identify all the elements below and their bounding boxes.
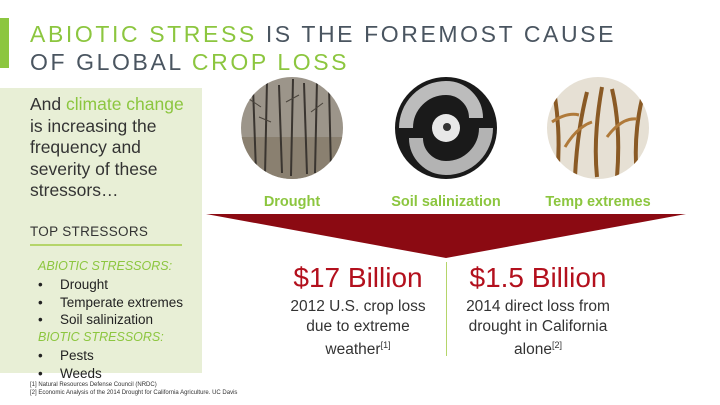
intro-highlight: climate change xyxy=(66,94,184,114)
stat-desc-line: 2014 direct loss from xyxy=(466,298,610,315)
image-caption: Soil salinization xyxy=(391,194,501,210)
title-highlight-2: CROP LOSS xyxy=(191,49,350,75)
stat-desc-line: 2012 U.S. crop loss xyxy=(290,298,426,315)
stat-description: 2014 direct loss from drought in Califor… xyxy=(450,297,626,360)
stressors-list: ABIOTIC STRESSORS: • Drought • Temperate e… xyxy=(38,258,183,383)
reference-marker: [1] xyxy=(380,340,391,350)
list-item: • Pests xyxy=(38,347,94,363)
list-item-label: Pests xyxy=(60,347,94,363)
stat-description: 2012 U.S. crop loss due to extreme weath… xyxy=(270,297,446,360)
hurricane-image xyxy=(395,77,497,179)
reference-item: [1] Natural Resources Defense Council (N… xyxy=(30,382,157,388)
intro-text: And climate change is increasing the fre… xyxy=(30,94,200,202)
list-item: • Weeds xyxy=(38,365,102,381)
left-panel xyxy=(0,88,202,373)
stat-value: $1.5 Billion xyxy=(469,262,607,293)
list-item: • Drought xyxy=(38,276,109,292)
slide-title: ABIOTIC STRESS IS THE FOREMOST CAUSE OF … xyxy=(30,20,700,76)
stat-value: $17 Billion xyxy=(293,262,423,293)
list-item: • Temperate extremes xyxy=(38,294,184,310)
dead-forest-image xyxy=(241,77,343,179)
stat-desc-line: alone xyxy=(514,341,552,359)
top-stressors-heading: TOP STRESSORS xyxy=(30,224,149,239)
title-highlight-1: ABIOTIC STRESS xyxy=(30,21,257,47)
image-caption: Drought xyxy=(263,194,321,210)
title-text-1: IS THE FOREMOST CAUSE xyxy=(256,21,617,47)
list-item: • Soil salinization xyxy=(38,312,154,328)
stat-desc-line: weather xyxy=(325,341,381,359)
intro-rest: is increasing the frequency and severity… xyxy=(30,115,158,201)
abiotic-label: ABIOTIC STRESSORS: xyxy=(38,259,173,273)
reference-marker: [2] xyxy=(551,340,562,350)
reference-item: [2] Economic Analysis of the 2014 Drough… xyxy=(30,390,238,396)
title-text-2: OF GLOBAL xyxy=(30,49,192,75)
title-accent-bar xyxy=(0,18,9,68)
list-item-label: Temperate extremes xyxy=(60,294,184,310)
list-item-label: Soil salinization xyxy=(60,312,154,328)
stats-divider xyxy=(446,262,447,356)
stressors-divider xyxy=(30,244,182,246)
stat-desc-line: drought in California xyxy=(468,317,608,335)
list-item-label: Drought xyxy=(60,276,109,292)
intro-lead: And xyxy=(30,94,66,114)
list-item-label: Weeds xyxy=(60,365,102,381)
biotic-label: BIOTIC STRESSORS: xyxy=(38,330,164,345)
dried-corn-image xyxy=(547,77,649,179)
image-caption: Temp extremes xyxy=(545,194,651,210)
references: [1] Natural Resources Defense Council (N… xyxy=(30,381,237,397)
stat-desc-line: due to extreme xyxy=(306,317,410,335)
